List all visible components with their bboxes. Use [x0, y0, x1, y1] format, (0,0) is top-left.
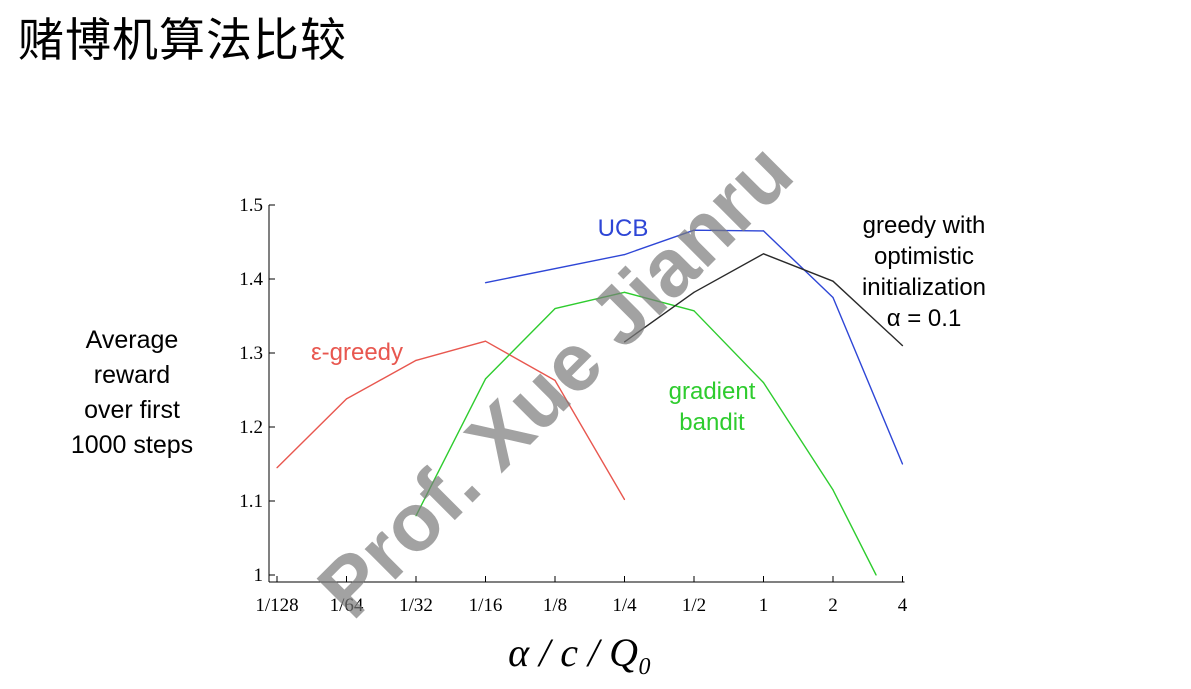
x-tick-label: 1/2	[682, 595, 706, 616]
y-tick-label: 1.2	[239, 417, 263, 438]
series-point	[832, 489, 834, 491]
series-label: gradient bandit	[669, 378, 756, 436]
series-point	[623, 498, 626, 501]
series-label: greedy with optimistic initialization α = 0…	[862, 212, 986, 332]
series-point	[762, 253, 765, 255]
series-label-line: greedy with	[863, 212, 986, 239]
y-tick-label: 1	[254, 565, 264, 586]
y-axis-label-line: reward	[93, 361, 171, 389]
series-point	[693, 229, 695, 231]
series-label-line: gradient	[669, 378, 756, 405]
y-axis-label-line: 1000 steps	[70, 431, 194, 459]
series-label-line: initialization	[862, 274, 986, 301]
x-tick-label: 1/8	[543, 595, 567, 616]
series-point	[901, 345, 904, 347]
series-point	[832, 280, 834, 282]
series-label-line: α = 0.1	[887, 305, 962, 332]
series-point	[484, 282, 487, 284]
series-point	[484, 340, 487, 342]
series-line	[276, 340, 626, 500]
series-label-line: optimistic	[874, 243, 974, 270]
series-point	[415, 359, 417, 361]
series-point	[415, 515, 417, 517]
series-label: ε-greedy	[311, 339, 403, 366]
series-point	[623, 291, 626, 293]
y-tick-label: 1.1	[239, 491, 263, 512]
series-point	[693, 291, 695, 293]
series-point	[554, 379, 556, 381]
series-point	[693, 310, 695, 312]
chart-axes	[268, 205, 905, 583]
chart-series	[276, 229, 904, 576]
page-title: 赌博机算法比较	[18, 13, 347, 67]
x-tick-label: 1/32	[399, 595, 433, 616]
series-point	[554, 308, 556, 310]
series-point	[484, 378, 487, 380]
y-axis-label: Average reward over first 1000 steps	[52, 323, 212, 463]
series-label-line: ε-greedy	[311, 339, 403, 366]
series-labels: ε-greedy UCB gradient bandit greedy with opti…	[311, 212, 986, 436]
x-axis-label: α / c / Q₀	[508, 630, 652, 675]
series-point	[832, 296, 834, 299]
y-tick-label: 1.3	[239, 343, 263, 364]
series-line	[485, 229, 904, 465]
y-axis-label-line: over first	[84, 396, 180, 424]
series-point	[901, 463, 904, 465]
y-tick-label: 1.4	[239, 269, 263, 290]
series-point	[345, 398, 348, 400]
series-point	[762, 230, 765, 232]
series-point	[875, 574, 877, 576]
series-point	[623, 341, 626, 343]
series-label: UCB	[598, 215, 649, 242]
y-tick-label: 1.5	[239, 195, 263, 216]
y-axis-label-line: Average	[85, 326, 179, 354]
series-point	[276, 467, 278, 469]
series-label-line: bandit	[679, 409, 745, 436]
x-tick-label: 1/16	[469, 595, 503, 616]
x-tick-label: 1/64	[330, 595, 364, 616]
chart-ticks: 1 1.1 1.2 1.3 1.4 1.5 1/128 1/64 1/32 1/16 1/8 1/4 1…	[239, 195, 908, 616]
x-tick-label: 4	[898, 595, 908, 616]
series-point	[623, 253, 626, 256]
x-tick-label: 1	[759, 595, 769, 616]
series-line	[415, 291, 877, 576]
x-tick-label: 1/4	[612, 595, 637, 616]
x-tick-label: 2	[828, 595, 838, 616]
series-point	[762, 382, 765, 384]
x-tick-label: 1/128	[255, 595, 298, 616]
series-label-line: UCB	[598, 215, 649, 242]
